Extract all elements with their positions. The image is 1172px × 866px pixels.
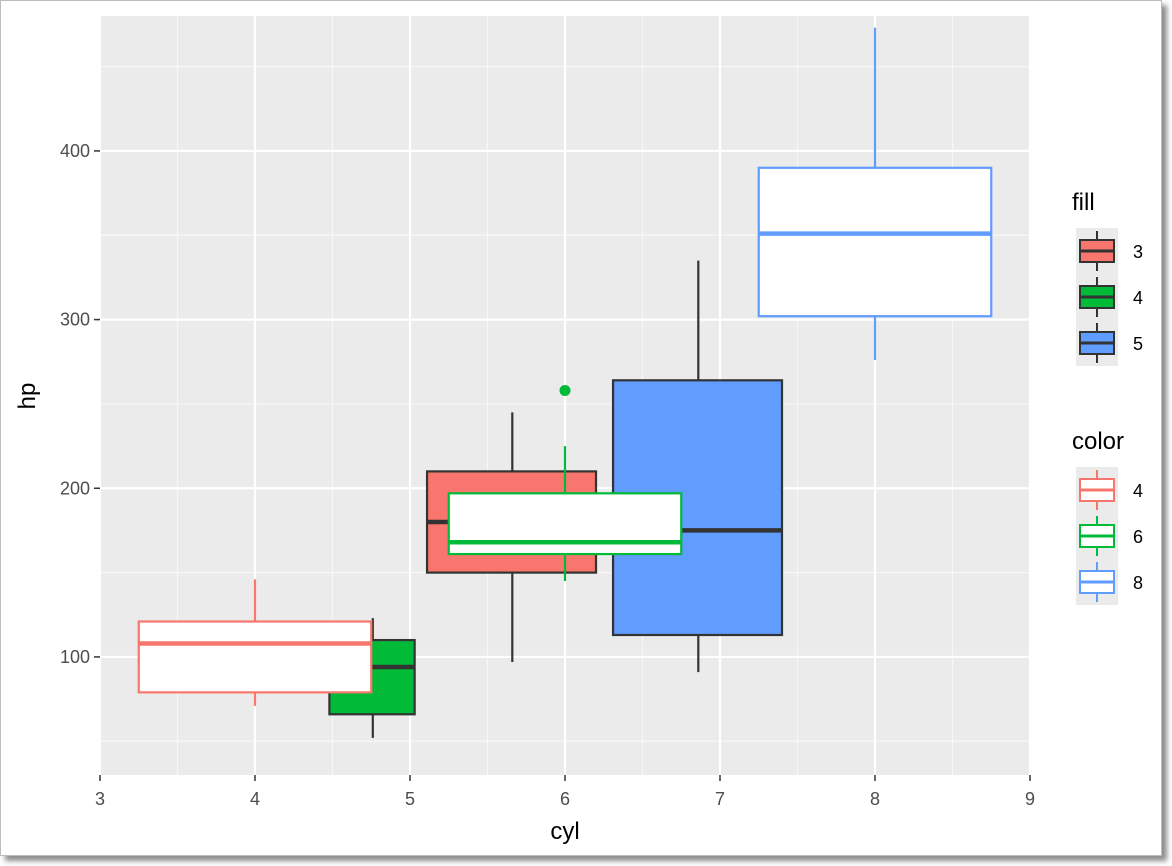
legend-label: 5 (1133, 334, 1143, 354)
legend-title: color (1072, 428, 1124, 455)
x-tick-label: 4 (250, 789, 260, 809)
legend-label: 4 (1133, 288, 1143, 308)
y-tick-label: 300 (60, 310, 90, 330)
axes: 3 4 5 6 7 8 9 100 200 300 400 (60, 141, 1035, 809)
legend-title: fill (1072, 189, 1095, 216)
x-tick-label: 6 (560, 789, 570, 809)
x-tick-label: 8 (870, 789, 880, 809)
box-body (757, 166, 993, 318)
y-tick-label: 400 (60, 141, 90, 161)
boxplot-chart: 3 4 5 6 7 8 9 100 200 300 400 cyl hp fill 3 4 5 color… (14, 16, 1143, 845)
y-tick-label: 100 (60, 647, 90, 667)
fill-legend: fill 3 4 5 (1072, 189, 1143, 366)
box-body (447, 492, 683, 556)
color-boxes (137, 27, 993, 706)
color-legend: color 4 6 8 (1072, 428, 1143, 605)
legend-label: 8 (1133, 573, 1143, 593)
color-box-8 (757, 27, 993, 361)
color-box-6 (447, 384, 683, 582)
box-body (137, 620, 373, 694)
legend-label: 6 (1133, 527, 1143, 547)
legend-label: 3 (1133, 242, 1143, 262)
y-tick-label: 200 (60, 478, 90, 498)
x-tick-label: 9 (1025, 789, 1035, 809)
outlier-point (559, 384, 571, 396)
y-axis-label: hp (14, 383, 41, 410)
x-tick-label: 7 (715, 789, 725, 809)
legend-label: 4 (1133, 481, 1143, 501)
x-tick-label: 3 (95, 789, 105, 809)
x-tick-label: 5 (405, 789, 415, 809)
x-axis-label: cyl (550, 818, 579, 845)
color-box-4 (137, 579, 373, 706)
